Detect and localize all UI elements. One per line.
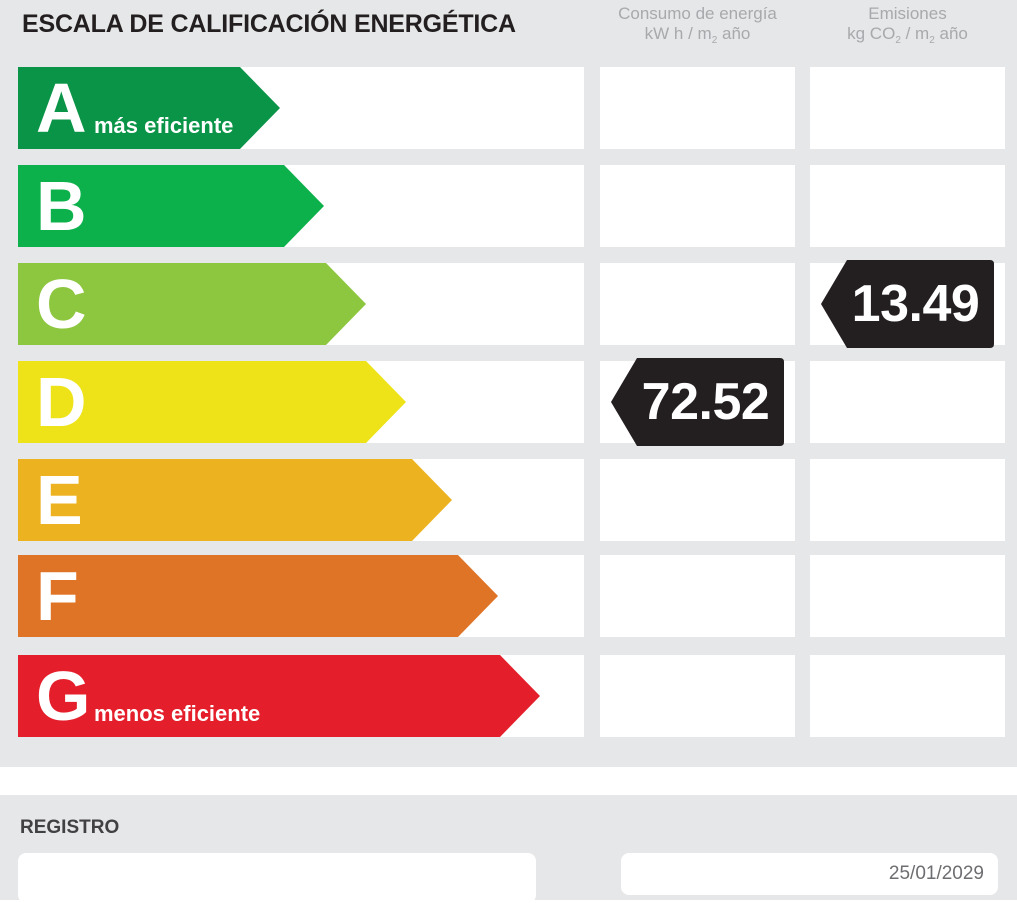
rating-arrow-g xyxy=(18,655,540,737)
rating-arrow-shape-e xyxy=(18,459,452,541)
rating-arrow-f xyxy=(18,555,498,637)
emisiones-marker-arrow xyxy=(821,260,994,348)
consumo-cell-f xyxy=(600,555,795,637)
emisiones-marker: 13.49 xyxy=(821,260,994,348)
rating-bar-b: B xyxy=(18,165,324,247)
rating-label-g: menos eficiente xyxy=(94,701,261,726)
rating-label-a: más eficiente xyxy=(94,113,234,138)
emisiones-marker-arrow-shape xyxy=(821,260,994,348)
emisiones-marker-value: 13.49 xyxy=(851,275,980,333)
emisiones-header-title: Emisiones xyxy=(868,4,947,23)
page-title: ESCALA DE CALIFICACIÓN ENERGÉTICA xyxy=(22,10,516,38)
registro-section: REGISTRO 25/01/2029 xyxy=(0,795,1017,903)
emisiones-column-header: Emisiones kg CO2 / m2 año xyxy=(810,4,1005,46)
rating-arrow-b xyxy=(18,165,324,247)
registro-number-field xyxy=(18,853,536,903)
rating-arrow-c xyxy=(18,263,366,345)
rating-bar-c: C xyxy=(18,263,366,345)
rating-bar-e: E xyxy=(18,459,452,541)
rating-bar-f: F xyxy=(18,555,498,637)
rating-arrow-d xyxy=(18,361,406,443)
rating-arrow-shape-f xyxy=(18,555,498,637)
emisiones-cell-f xyxy=(810,555,1005,637)
rating-letter-g: G xyxy=(36,657,91,735)
consumo-cell-c xyxy=(600,263,795,345)
consumo-cell-e xyxy=(600,459,795,541)
consumo-marker-arrow-shape xyxy=(611,358,784,446)
rating-letter-f: F xyxy=(36,557,79,635)
emisiones-cell-d xyxy=(810,361,1005,443)
rating-arrow-shape-b xyxy=(18,165,324,247)
rating-letter-e: E xyxy=(36,461,83,539)
rating-arrow-shape-c xyxy=(18,263,366,345)
registro-label: REGISTRO xyxy=(20,817,120,838)
rating-arrow-a xyxy=(18,67,280,149)
consumo-marker-arrow xyxy=(611,358,784,446)
emisiones-cell-e xyxy=(810,459,1005,541)
consumo-header-title: Consumo de energía xyxy=(618,4,777,23)
rating-bar-d: D xyxy=(18,361,406,443)
consumo-marker: 72.52 xyxy=(611,358,784,446)
emisiones-cell-g xyxy=(810,655,1005,737)
consumo-marker-value: 72.52 xyxy=(641,373,770,431)
emisiones-cell-b xyxy=(810,165,1005,247)
consumo-column-header: Consumo de energía kW h / m2 año xyxy=(600,4,795,46)
rating-letter-d: D xyxy=(36,363,87,441)
rating-arrow-e xyxy=(18,459,452,541)
emisiones-header-unit: kg CO2 / m2 año xyxy=(847,24,968,46)
registro-date-field: 25/01/2029 xyxy=(621,853,998,895)
rating-arrow-shape-g xyxy=(18,655,540,737)
emisiones-cell-a xyxy=(810,67,1005,149)
consumo-cell-a xyxy=(600,67,795,149)
rating-letter-b: B xyxy=(36,167,87,245)
rating-arrow-shape-d xyxy=(18,361,406,443)
rating-letter-a: A xyxy=(36,69,87,147)
consumo-cell-g xyxy=(600,655,795,737)
rating-arrow-shape-a xyxy=(18,67,280,149)
consumo-header-unit: kW h / m2 año xyxy=(644,24,751,46)
rating-letter-c: C xyxy=(36,265,87,343)
energy-scale-panel: ESCALA DE CALIFICACIÓN ENERGÉTICA Consum… xyxy=(0,0,1017,767)
consumo-cell-b xyxy=(600,165,795,247)
